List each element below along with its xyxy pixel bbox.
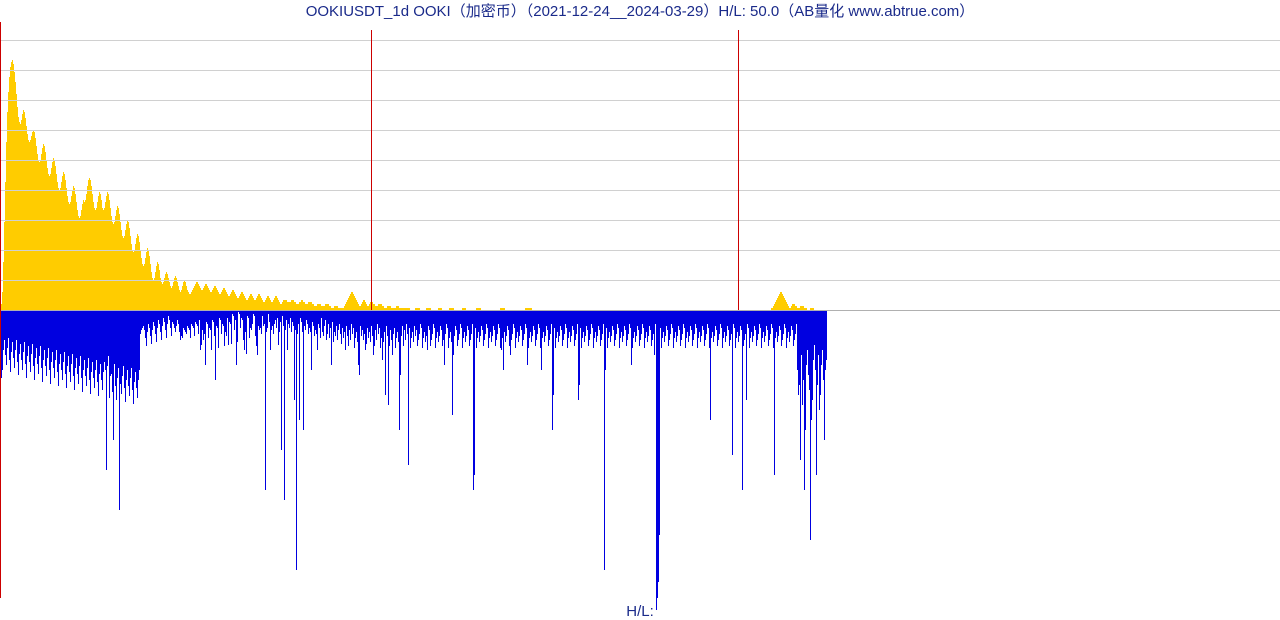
marker-line — [0, 22, 1, 598]
marker-line — [371, 30, 372, 310]
bar-down — [408, 310, 409, 465]
gridline — [0, 160, 1280, 161]
baseline — [0, 310, 1280, 311]
gridline — [0, 250, 1280, 251]
gridline — [0, 220, 1280, 221]
marker-line — [738, 30, 739, 310]
plot-area — [0, 22, 1280, 598]
bar-down — [826, 310, 827, 360]
bar-down — [299, 310, 300, 420]
chart-container: OOKIUSDT_1d OOKI（加密币）（2021-12-24__2024-0… — [0, 0, 1280, 620]
gridline — [0, 190, 1280, 191]
gridline — [0, 280, 1280, 281]
bar-down — [265, 310, 266, 490]
gridline — [0, 40, 1280, 41]
bar-down — [231, 310, 232, 344]
bar-down — [246, 310, 247, 354]
bar-down — [281, 310, 282, 450]
bar-down — [659, 310, 660, 535]
bar-down — [474, 310, 475, 475]
bar-down — [303, 310, 304, 430]
x-axis-label: H/L: — [0, 603, 1280, 620]
gridline — [0, 70, 1280, 71]
bar-down — [284, 310, 285, 500]
bar-down — [732, 310, 733, 455]
chart-title: OOKIUSDT_1d OOKI（加密币）（2021-12-24__2024-0… — [0, 0, 1280, 21]
gridline — [0, 130, 1280, 131]
bar-down — [237, 310, 238, 342]
gridline — [0, 100, 1280, 101]
bar-down — [296, 310, 297, 570]
